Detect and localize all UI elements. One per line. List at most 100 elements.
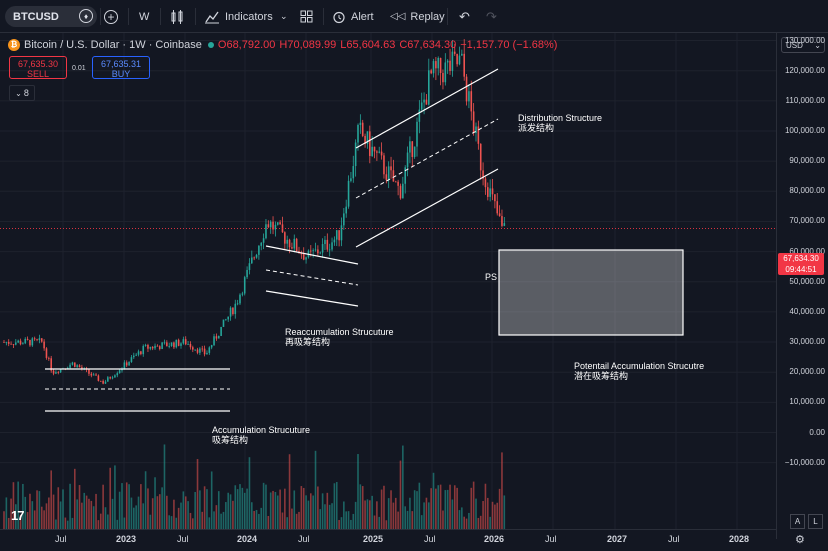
- alert-button[interactable]: Alert: [332, 0, 374, 33]
- symbol-more-icon[interactable]: ♦: [79, 9, 93, 23]
- volume-bar: [432, 472, 435, 529]
- reaccumulation-bottom-line[interactable]: [265, 290, 359, 307]
- separator: [323, 8, 324, 25]
- volume-bar: [458, 510, 461, 529]
- candle-body: [319, 252, 322, 254]
- buy-price: 67,635.31: [100, 59, 142, 69]
- candle-body: [180, 343, 182, 346]
- sell-button[interactable]: 67,635.30 SELL: [9, 56, 67, 79]
- candle-body: [69, 364, 71, 368]
- candle-body: [364, 135, 366, 144]
- legend-title[interactable]: Bitcoin / U.S. Dollar · 1W · Coinbase: [24, 39, 202, 51]
- volume-bar: [418, 482, 421, 529]
- volume-bar: [149, 514, 152, 529]
- volume-bar: [253, 510, 255, 529]
- candle-body: [234, 303, 237, 315]
- candles-icon: [171, 9, 183, 24]
- candle-body: [324, 239, 326, 245]
- volume-bar: [74, 468, 76, 529]
- candle-body: [109, 377, 111, 379]
- candle-body: [217, 335, 220, 339]
- redo-button[interactable]: ↷: [486, 0, 497, 33]
- separator: [447, 8, 448, 25]
- candle-body: [255, 254, 258, 258]
- volume-bar: [359, 484, 362, 529]
- replay-button[interactable]: ◁◁ Replay: [390, 0, 445, 33]
- candle-body: [151, 346, 154, 349]
- distribution-top-line[interactable]: [355, 68, 499, 149]
- volume-bar: [479, 515, 482, 529]
- distribution-mid-line[interactable]: [355, 118, 499, 199]
- reaccumulation-mid-line[interactable]: [265, 269, 359, 286]
- indicators-toggle[interactable]: ⌄ 8: [9, 85, 35, 101]
- distribution-bottom-line[interactable]: [355, 168, 499, 248]
- candle-body: [453, 51, 456, 54]
- candle-body: [279, 222, 281, 225]
- auto-label: A: [794, 517, 801, 526]
- volume-bar: [92, 506, 95, 529]
- log-scale-button[interactable]: L: [808, 514, 823, 529]
- time-tick-label: 2027: [607, 534, 628, 544]
- sell-price: 67,635.30: [17, 59, 59, 69]
- candle-body: [442, 72, 444, 83]
- volume-bar: [470, 487, 473, 529]
- candle-body: [55, 372, 57, 374]
- layouts-button[interactable]: [300, 0, 313, 33]
- candle-body: [503, 223, 506, 226]
- volume-bar: [10, 498, 12, 529]
- candle-body: [10, 343, 12, 345]
- volume-bar: [312, 495, 314, 529]
- interval-button[interactable]: W: [139, 0, 149, 33]
- add-symbol-button[interactable]: +: [104, 0, 118, 33]
- undo-button[interactable]: ↶: [459, 0, 470, 33]
- volume-bar: [305, 495, 307, 529]
- price-tick-label: 10,000.00: [789, 397, 825, 407]
- candle-body: [114, 375, 116, 378]
- candle-body: [501, 216, 503, 226]
- reaccumulation-annotation: Reaccumulation Strucuture 再吸筹结构: [285, 327, 394, 347]
- volume-bar: [319, 509, 322, 529]
- volume-bar: [241, 487, 244, 529]
- volume-bar: [291, 508, 293, 529]
- log-label: L: [813, 517, 818, 526]
- volume-bar: [210, 471, 213, 529]
- candle-body: [156, 345, 159, 347]
- volume-bar: [125, 482, 128, 529]
- distribution-label-cn: 派发结构: [518, 123, 555, 133]
- currency-select[interactable]: USD ⌄: [781, 37, 825, 53]
- candle-body: [496, 201, 499, 214]
- chart-type-button[interactable]: [170, 0, 184, 33]
- volume-bar: [243, 492, 246, 529]
- indicators-dropdown[interactable]: ⌄: [280, 0, 288, 33]
- volume-bar: [66, 520, 69, 529]
- candle-body: [477, 126, 480, 144]
- volume-bar: [102, 484, 104, 529]
- candle-body: [260, 242, 263, 246]
- time-axis[interactable]: [0, 529, 776, 551]
- candle-body: [158, 346, 161, 350]
- tradingview-logo-icon[interactable]: 17: [11, 508, 25, 523]
- volume-bar: [76, 499, 78, 529]
- candle-body: [189, 344, 192, 348]
- auto-scale-button[interactable]: A: [790, 514, 805, 529]
- symbol-search[interactable]: BTCUSD ♦: [5, 6, 97, 27]
- candle-body: [243, 277, 246, 294]
- potential-accumulation-zone[interactable]: [498, 249, 684, 336]
- volume-bar: [293, 490, 296, 529]
- volume-bar: [373, 515, 376, 529]
- volume-bar: [416, 491, 418, 529]
- price-axis[interactable]: USD ⌄ 130,000.00 120,000.00 110,000.00 100,…: [776, 33, 828, 539]
- buy-button[interactable]: 67,635.31 BUY: [92, 56, 150, 79]
- reaccumulation-label-cn: 再吸筹结构: [285, 337, 331, 347]
- price-chart[interactable]: [0, 33, 776, 539]
- indicators-button[interactable]: Indicators: [205, 0, 273, 33]
- volume-bar: [475, 498, 477, 529]
- chart-settings-button[interactable]: ⚙: [795, 533, 805, 546]
- candle-body: [373, 146, 376, 152]
- candle-body: [251, 257, 253, 264]
- candle-body: [376, 151, 378, 153]
- reaccumulation-top-line[interactable]: [265, 245, 359, 265]
- volume-bar: [135, 505, 137, 529]
- volume-bar: [399, 460, 402, 529]
- candle-body: [274, 224, 277, 230]
